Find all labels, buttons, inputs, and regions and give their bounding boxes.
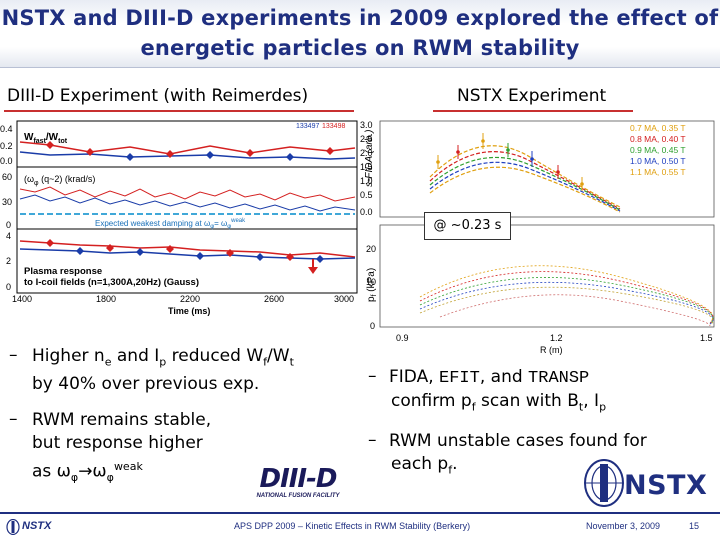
pf-ylabel: pf (kPa)	[366, 268, 378, 302]
fida-error-bars	[436, 133, 584, 191]
pf-ytick-3: 0	[370, 321, 375, 331]
nstx-xtick-1: 0.9	[396, 333, 409, 343]
right-bullet-2: RWM unstable cases found for each pf.	[389, 431, 647, 477]
legend-entry-4: 1.0 MA, 0.50 T	[630, 156, 686, 166]
diii-xtick-1: 1400	[12, 294, 32, 304]
footer-nstx-label: NSTX	[22, 520, 52, 532]
panel3-red-trace	[19, 240, 356, 258]
fida-ytick-5: 1.0	[360, 176, 373, 186]
legend-entry-3: 0.9 MA, 0.45 T	[630, 145, 686, 155]
right-bullet-2-dash: –	[368, 430, 377, 450]
left-bullet-2-dash: –	[9, 409, 18, 429]
right-bullet-1-dash: –	[368, 366, 377, 386]
nstx-fida-plot: s-FIDA (arb.) 3.0 2.5 2.0 1.5 1.0 0.5 0.…	[360, 120, 715, 355]
panel1-label: Wfast/Wtot	[24, 132, 68, 145]
fida-ytick-1: 3.0	[360, 120, 373, 130]
nstx-xlabel: R (m)	[540, 345, 563, 355]
footer-page-number: 15	[689, 521, 700, 531]
fida-ytick-7: 0.0	[360, 207, 373, 217]
footer-date: November 3, 2009	[586, 521, 661, 531]
weakest-damping-label: Expected weakest damping at ωφ= ωφweak	[95, 218, 246, 230]
diii-d-heading: DIII-D Experiment (with Reimerdes)	[7, 86, 309, 106]
right-bullet-1: FIDA, EFIT, and TRANSP confirm pf scan w…	[389, 367, 607, 414]
panel1-red-markers	[46, 141, 334, 158]
footer-nstx-icon	[6, 519, 20, 535]
panel1-blue-markers	[126, 151, 294, 161]
left-bullet-2: RWM remains stable, but response higher …	[32, 410, 212, 485]
panel3-arrow	[308, 259, 318, 274]
panel2-ytick-2: 30	[2, 197, 12, 207]
fida-ytick-4: 1.5	[360, 162, 373, 172]
panel2-red-trace	[19, 186, 356, 202]
panel3-ytick-2: 2	[6, 256, 11, 266]
footer-rule	[0, 512, 720, 514]
footer-center: APS DPP 2009 – Kinetic Effects in RWM St…	[234, 521, 471, 531]
left-bullet-1: Higher ne and Ip reduced Wf/Wt by 40% ov…	[32, 346, 294, 395]
panel2-label: (ωφ (q~2) (krad/s)	[24, 174, 95, 187]
panel1-ytick-2: 0.2	[0, 141, 13, 151]
panel1-red-trace	[19, 141, 356, 155]
title-bar: NSTX and DIII-D experiments in 2009 expl…	[0, 0, 720, 68]
panel2-ytick-3: 0	[6, 220, 11, 230]
diii-xtick-4: 2600	[264, 294, 284, 304]
diii-xtick-5: 3000	[334, 294, 354, 304]
fida-ytick-2: 2.5	[360, 134, 373, 144]
nstx-xtick-2: 1.2	[550, 333, 563, 343]
fida-ylabel: s-FIDA (arb.)	[364, 130, 375, 187]
panel3-markers	[46, 239, 324, 263]
slide-title-line-2: energetic particles on RWM stability	[140, 36, 580, 60]
panel3-label-line2: to I-coil fields (n=1,300A,20Hz) (Gauss)	[24, 277, 199, 288]
panel1-ytick-3: 0.0	[0, 156, 13, 166]
panel3-ytick-3: 0	[6, 282, 11, 292]
diii-d-time-trace-plot: 133497 133498 0.4 0.2 0.0 Wfast/Wtot 60 …	[0, 120, 358, 316]
panel2-blue-trace	[19, 194, 356, 212]
pf-ytick-1: 20	[366, 244, 376, 254]
panel3-label-line1: Plasma response	[24, 266, 102, 277]
nstx-logo-text: NSTX	[624, 470, 708, 501]
fida-ytick-3: 2.0	[360, 148, 373, 158]
diii-xtick-2: 1800	[96, 294, 116, 304]
nstx-xtick-3: 1.5	[700, 333, 713, 343]
panel1-ytick-1: 0.4	[0, 124, 13, 134]
diii-d-logo: DIII-D	[259, 464, 338, 494]
panel2-ytick-1: 60	[2, 172, 12, 182]
shot-number-1: 133497	[296, 123, 319, 130]
left-bullet-1-dash: –	[9, 345, 18, 365]
nstx-heading-underline	[433, 110, 633, 112]
panel1-blue-trace	[19, 151, 356, 160]
diii-d-logo-subtitle: NATIONAL FUSION FACILITY	[256, 493, 340, 499]
legend-entry-5: 1.1 MA, 0.55 T	[630, 167, 686, 177]
time-callout: @ ~0.23 s	[424, 212, 511, 240]
legend-entry-2: 0.8 MA, 0.40 T	[630, 134, 686, 144]
panel3-blue-trace	[19, 248, 356, 260]
panel3-ytick-1: 4	[6, 231, 11, 241]
nstx-logo-icon	[584, 459, 624, 507]
diii-d-heading-underline	[4, 110, 354, 112]
fida-ytick-6: 0.5	[360, 190, 373, 200]
pf-ytick-2: 10	[366, 277, 376, 287]
shot-number-2: 133498	[322, 123, 345, 130]
diii-xlabel: Time (ms)	[168, 306, 210, 316]
fida-curves	[429, 145, 621, 213]
diii-xtick-3: 2200	[180, 294, 200, 304]
nstx-heading: NSTX Experiment	[457, 86, 607, 106]
pf-curves	[419, 265, 714, 327]
slide-title-line-1: NSTX and DIII-D experiments in 2009 expl…	[1, 6, 719, 30]
legend-entry-1: 0.7 MA, 0.35 T	[630, 123, 686, 133]
